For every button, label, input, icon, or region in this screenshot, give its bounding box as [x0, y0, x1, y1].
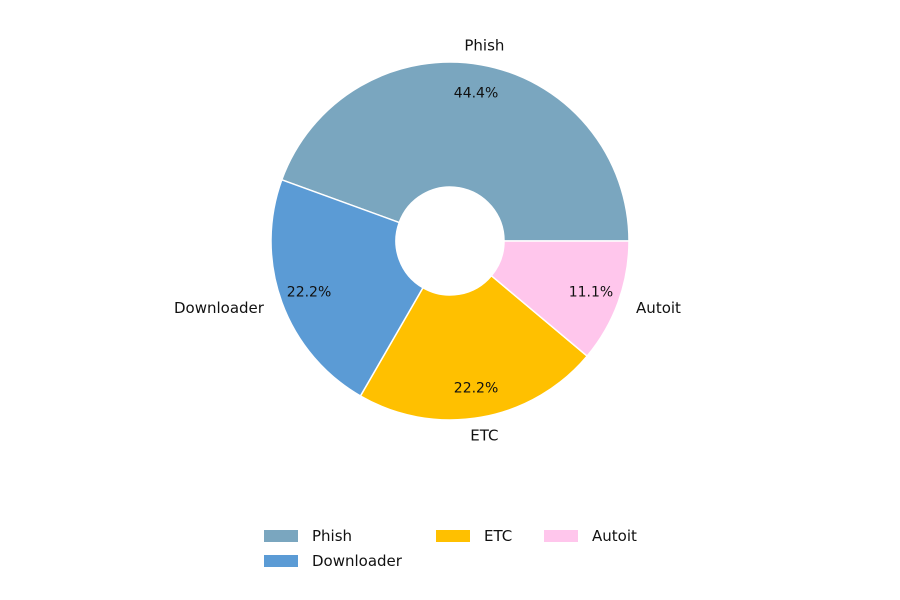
slice-autoit: [490, 240, 630, 358]
legend-label-etc: ETC: [484, 527, 513, 545]
slice-label-autoit: Autoit: [636, 299, 681, 317]
legend-item-downloader: Downloader: [264, 551, 402, 571]
slice-downloader: [270, 178, 425, 398]
legend-label-phish: Phish: [312, 527, 353, 545]
legend-label-downloader: Downloader: [312, 552, 402, 570]
legend-swatch-downloader: [264, 555, 298, 567]
pct-label-downloader: 22.2%: [287, 284, 331, 300]
legend-swatch-phish: [264, 530, 298, 542]
pct-label-phish: 44.4%: [454, 85, 498, 101]
legend-label-autoit: Autoit: [592, 527, 637, 545]
legend-item-autoit: Autoit: [544, 526, 637, 546]
chart-legend: Phish Downloader ETC Autoit: [264, 526, 684, 578]
slice-etc: [359, 274, 589, 421]
slice-label-downloader: Downloader: [174, 299, 265, 317]
slice-label-etc: ETC: [470, 426, 498, 444]
legend-swatch-etc: [436, 530, 470, 542]
legend-item-phish: Phish: [264, 526, 352, 546]
pct-label-autoit: 11.1%: [569, 284, 613, 300]
pct-label-etc: 22.2%: [454, 381, 498, 397]
slice-label-phish: Phish: [464, 37, 504, 55]
slice-phish: [280, 61, 630, 242]
legend-swatch-autoit: [544, 530, 578, 542]
legend-item-etc: ETC: [436, 526, 512, 546]
